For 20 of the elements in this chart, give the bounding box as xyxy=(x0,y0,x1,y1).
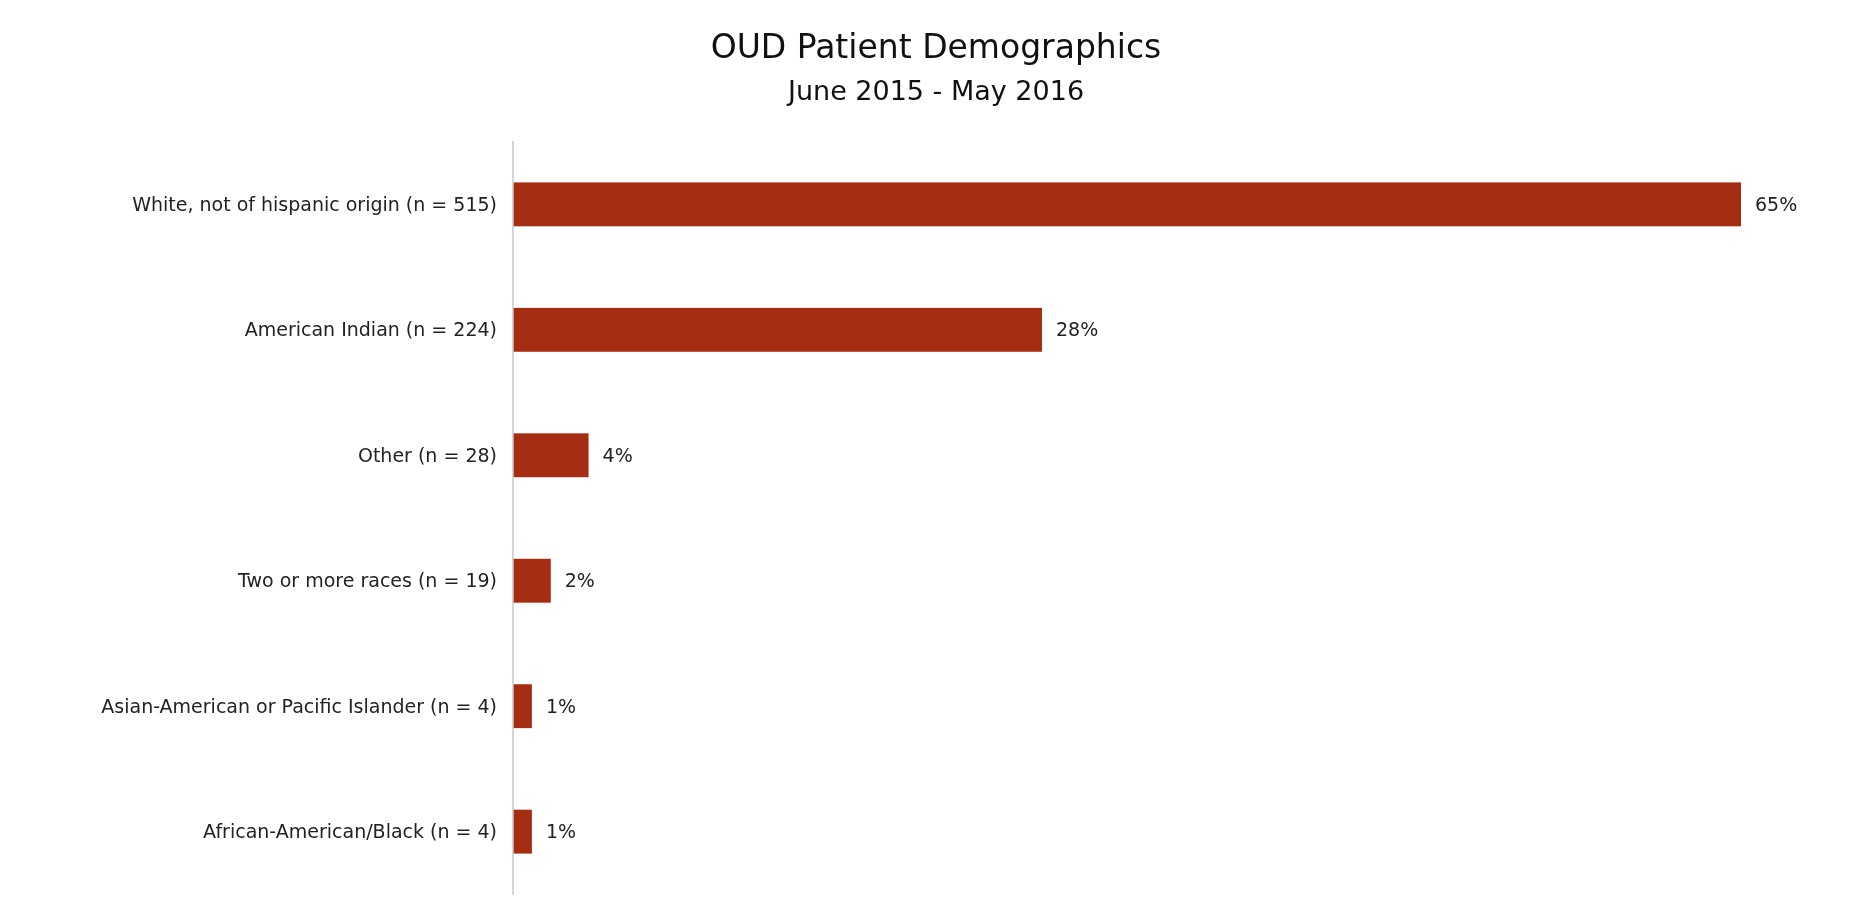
data-label: 28% xyxy=(1055,318,1099,341)
y-tick-label: American Indian (n = 224) xyxy=(244,318,497,341)
data-label: 65% xyxy=(1755,193,1798,216)
y-tick-label: Asian-American or Pacific Islander (n = 4) xyxy=(101,694,497,717)
chart-title: OUD Patient Demographics xyxy=(710,27,1162,66)
data-label: 2% xyxy=(564,569,595,592)
bar xyxy=(513,809,532,854)
bar xyxy=(513,307,1042,352)
data-label: 4% xyxy=(602,443,633,466)
data-label: 1% xyxy=(545,694,577,717)
y-tick-label: African-American/Black (n = 4) xyxy=(203,820,497,843)
bar xyxy=(513,433,589,478)
bar xyxy=(513,558,551,603)
y-tick-label: Two or more races (n = 19) xyxy=(237,569,497,592)
bar xyxy=(513,182,1741,227)
y-tick-label: White, not of hispanic origin (n = 515) xyxy=(132,193,497,216)
y-tick-label: Other (n = 28) xyxy=(357,443,497,466)
bar xyxy=(513,684,532,729)
data-label: 1% xyxy=(545,820,577,843)
chart-subtitle: June 2015 - May 2016 xyxy=(785,75,1085,106)
